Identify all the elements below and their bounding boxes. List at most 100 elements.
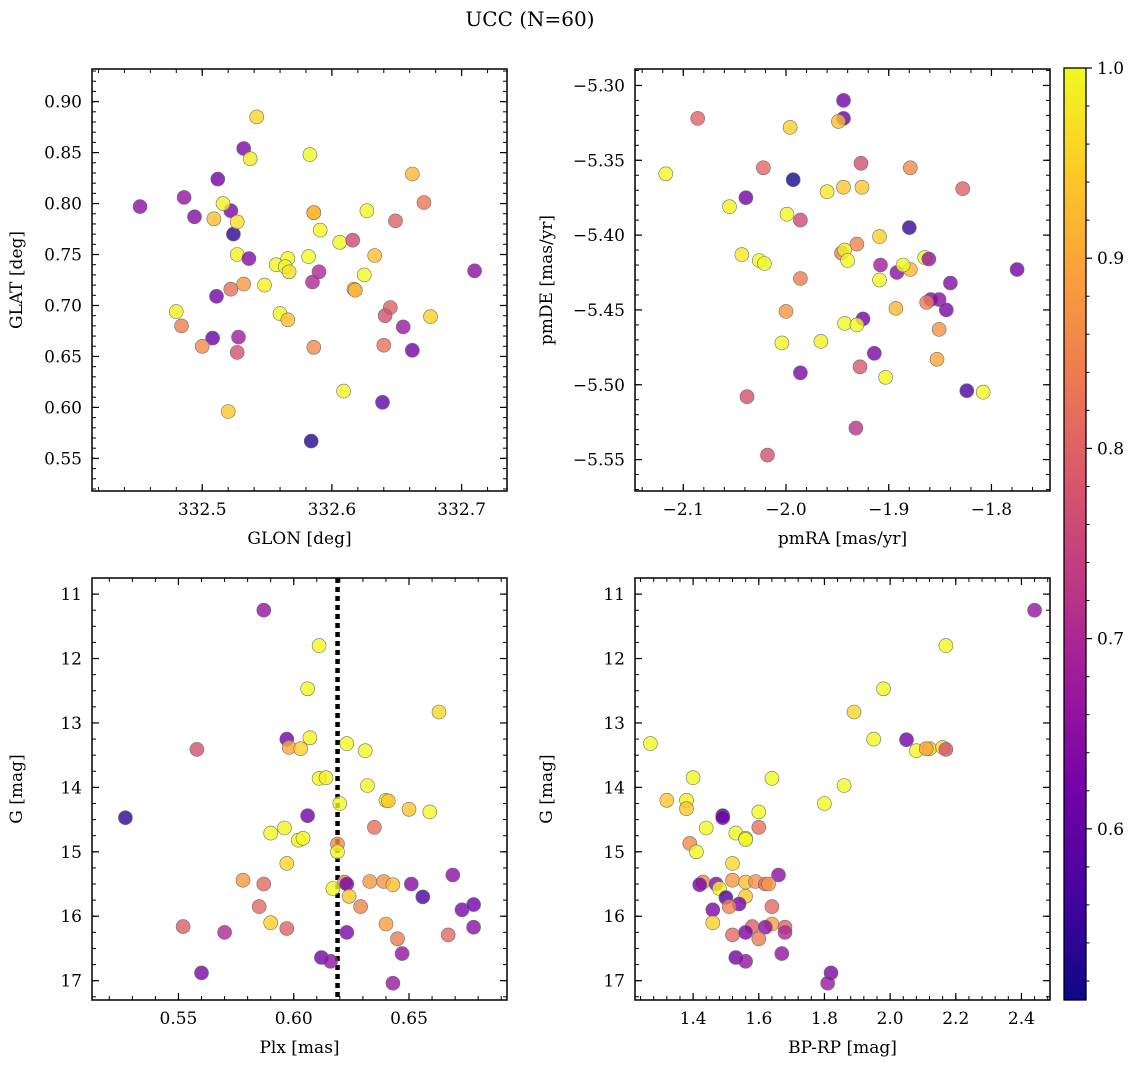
- figure-title: UCC (N=60): [465, 7, 594, 31]
- y-tick-label: −5.50: [573, 376, 625, 396]
- data-point: [403, 876, 419, 892]
- data-point: [849, 236, 865, 252]
- y-tick-label: 0.55: [44, 449, 82, 469]
- y-tick-label: −5.40: [573, 226, 625, 246]
- scatter-points: [132, 109, 482, 449]
- data-point: [263, 825, 279, 841]
- axes-frame: [634, 68, 1051, 492]
- data-point: [279, 921, 295, 936]
- data-point: [764, 771, 780, 786]
- data-point: [301, 249, 316, 264]
- data-point: [938, 302, 954, 318]
- data-point: [305, 274, 320, 290]
- data-point: [751, 819, 767, 835]
- data-point: [761, 876, 776, 892]
- data-point: [866, 345, 882, 361]
- data-point: [959, 383, 975, 399]
- data-point: [764, 899, 780, 914]
- data-point: [187, 209, 202, 225]
- data-point: [339, 876, 355, 892]
- data-point: [415, 889, 431, 905]
- data-point: [813, 334, 829, 349]
- data-point: [132, 199, 148, 214]
- data-point: [220, 404, 236, 419]
- data-point: [837, 316, 852, 331]
- panel-plx-g: 0.55 0.60 0.65 11 12 13 14 15 16 17 Plx [mas] G [ma…: [7, 577, 508, 1058]
- colorbar-tick-label: 0.7: [1097, 630, 1124, 650]
- data-point: [820, 975, 836, 991]
- x-tick-label: 332.7: [437, 500, 486, 520]
- data-point: [440, 927, 456, 943]
- panel-glon-glat: 332.5 332.6 332.7 0.55 0.60 0.65 0.70 0.75 0.80 0…: [7, 68, 508, 549]
- data-point: [705, 902, 721, 918]
- data-point: [779, 206, 795, 222]
- data-point: [390, 931, 405, 947]
- data-point: [931, 322, 947, 337]
- x-tick-label: 1.8: [811, 1009, 838, 1029]
- data-point: [118, 810, 133, 826]
- data-point: [738, 953, 753, 969]
- data-point: [302, 147, 318, 162]
- scatter-points: [118, 602, 481, 991]
- data-point: [330, 844, 345, 860]
- y-axis-label: pmDE [mas/yr]: [537, 215, 557, 345]
- data-point: [385, 975, 401, 991]
- x-axis-label: pmRA [mas/yr]: [778, 529, 907, 549]
- data-point: [899, 732, 914, 748]
- data-point: [888, 301, 904, 316]
- data-point: [689, 844, 704, 860]
- data-point: [241, 251, 257, 266]
- data-point: [169, 304, 184, 319]
- data-point: [302, 730, 318, 746]
- data-point: [336, 383, 351, 399]
- data-point: [235, 872, 251, 888]
- data-point: [738, 925, 753, 940]
- data-point: [231, 329, 246, 345]
- data-point: [938, 638, 954, 653]
- data-point: [256, 602, 272, 618]
- data-point: [698, 820, 714, 836]
- data-point: [189, 742, 205, 757]
- data-point: [347, 282, 363, 298]
- data-point: [395, 319, 411, 335]
- x-tick-label: 0.65: [390, 1009, 428, 1029]
- y-axis-label: GLAT [deg]: [7, 231, 27, 329]
- data-point: [341, 888, 357, 904]
- data-point: [774, 335, 790, 351]
- data-point: [756, 160, 771, 176]
- y-tick-label: 0.70: [44, 296, 82, 316]
- data-point: [175, 919, 191, 934]
- y-axis-label: G [mag]: [7, 754, 27, 823]
- data-point: [318, 770, 334, 786]
- data-point: [306, 339, 322, 355]
- data-point: [876, 681, 891, 697]
- data-point: [785, 172, 801, 187]
- y-tick-label: 14: [603, 778, 625, 798]
- data-point: [878, 369, 893, 385]
- data-point: [362, 874, 378, 889]
- data-point: [836, 778, 852, 793]
- x-tick-label: 1.6: [745, 1009, 772, 1029]
- data-point: [852, 359, 868, 375]
- data-point: [380, 793, 396, 809]
- data-point: [300, 681, 315, 697]
- y-tick-label: 12: [603, 650, 625, 670]
- data-point: [210, 171, 226, 187]
- y-tick-label: 0.80: [44, 195, 82, 215]
- x-tick-label: 2.0: [877, 1009, 904, 1029]
- data-point: [209, 288, 224, 304]
- data-point: [848, 420, 864, 436]
- data-point: [690, 111, 706, 126]
- x-tick-label: 0.60: [275, 1009, 313, 1029]
- data-point: [257, 277, 272, 293]
- data-point: [819, 184, 835, 199]
- y-tick-label: 0.60: [44, 398, 82, 418]
- data-point: [777, 925, 793, 940]
- colorbar-gradient-bar: [1063, 67, 1087, 1001]
- data-point: [943, 275, 958, 291]
- data-point: [194, 338, 210, 354]
- data-point: [757, 919, 773, 935]
- y-tick-label: −5.45: [573, 301, 625, 321]
- data-point: [249, 109, 265, 125]
